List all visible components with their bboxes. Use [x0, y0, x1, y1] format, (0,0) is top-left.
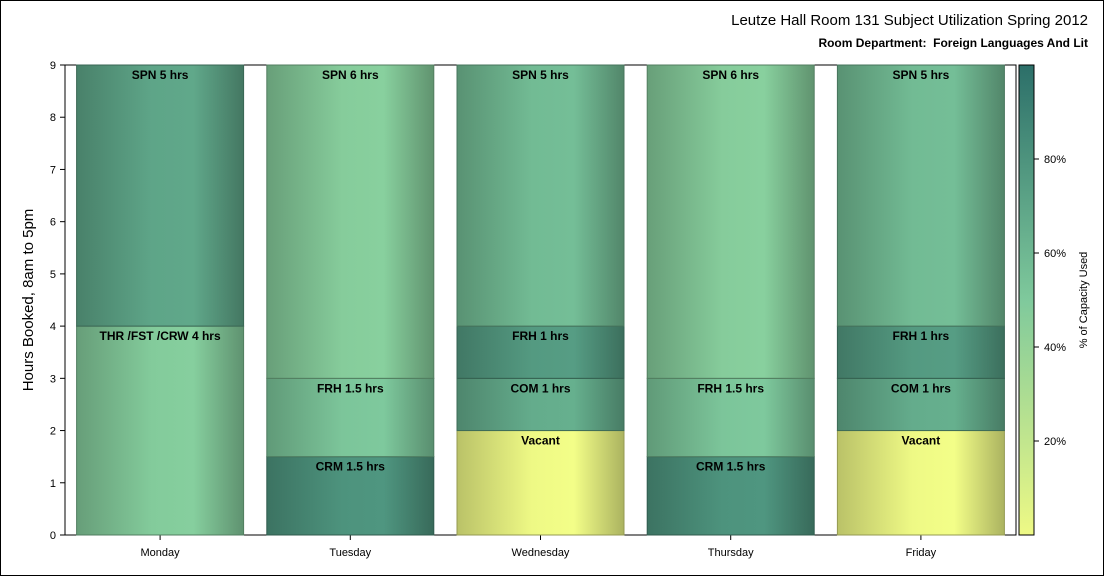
- segment-label: COM 1 hrs: [510, 381, 570, 395]
- y-tick-label: 4: [50, 321, 56, 333]
- y-tick-label: 7: [50, 164, 56, 176]
- bar-segment: [456, 377, 625, 432]
- segment-label: FRH 1.5 hrs: [697, 381, 764, 395]
- bar-segment: [456, 64, 625, 327]
- y-axis-label: Hours Booked, 8am to 5pm: [20, 209, 37, 392]
- bar-segment: [836, 377, 1005, 432]
- bar-segment: [836, 64, 1005, 327]
- bar-segment: [456, 325, 625, 379]
- chart-subtitle: Room Department: Foreign Languages And L…: [818, 36, 1088, 50]
- chart-title: Leutze Hall Room 131 Subject Utilization…: [731, 12, 1088, 29]
- segment-label: SPN 5 hrs: [132, 68, 189, 82]
- segment-label: SPN 6 hrs: [702, 68, 759, 82]
- bar-segment: [836, 430, 1005, 536]
- segment-label: FRH 1.5 hrs: [317, 381, 384, 395]
- segment-label: CRM 1.5 hrs: [696, 460, 766, 474]
- segment-label: FRH 1 hrs: [512, 329, 569, 343]
- bar-segment: [266, 456, 435, 536]
- segment-label: SPN 5 hrs: [512, 68, 569, 82]
- x-tick-label: Wednesday: [512, 547, 570, 559]
- bar-segment: [646, 64, 815, 379]
- segment-label: COM 1 hrs: [891, 381, 951, 395]
- y-tick-label: 1: [50, 478, 56, 490]
- bar-segment: [646, 377, 815, 458]
- y-tick-label: 3: [50, 373, 56, 385]
- colorbar: [1018, 64, 1035, 536]
- y-tick-label: 8: [50, 112, 56, 124]
- y-tick-label: 2: [50, 426, 56, 438]
- bar-segment: [76, 64, 245, 327]
- segment-label: FRH 1 hrs: [893, 329, 950, 343]
- segment-label: CRM 1.5 hrs: [316, 460, 386, 474]
- segment-label: SPN 5 hrs: [893, 68, 950, 82]
- colorbar-tick-label: 40%: [1044, 342, 1066, 354]
- segment-label: Vacant: [902, 434, 941, 448]
- y-tick-label: 5: [50, 269, 56, 281]
- y-tick-label: 9: [50, 60, 56, 72]
- bar-segment: [646, 456, 815, 536]
- bar-segment: [836, 325, 1005, 379]
- colorbar-tick-label: 20%: [1044, 436, 1066, 448]
- y-tick-label: 0: [50, 530, 56, 542]
- x-tick-label: Thursday: [708, 547, 754, 559]
- colorbar-tick-label: 80%: [1044, 154, 1066, 166]
- bar-segment: [266, 377, 435, 458]
- x-tick-label: Monday: [141, 547, 181, 559]
- bar-segment: [456, 430, 625, 536]
- y-tick-label: 6: [50, 217, 56, 229]
- segment-label: THR /FST /CRW 4 hrs: [100, 329, 221, 343]
- colorbar-label: % of Capacity Used: [1078, 252, 1090, 349]
- bar-segment: [76, 325, 245, 536]
- segment-label: Vacant: [521, 434, 560, 448]
- x-tick-label: Tuesday: [329, 547, 371, 559]
- x-tick-label: Friday: [906, 547, 937, 559]
- colorbar-tick-label: 60%: [1044, 248, 1066, 260]
- segment-label: SPN 6 hrs: [322, 68, 379, 82]
- bar-segment: [266, 64, 435, 379]
